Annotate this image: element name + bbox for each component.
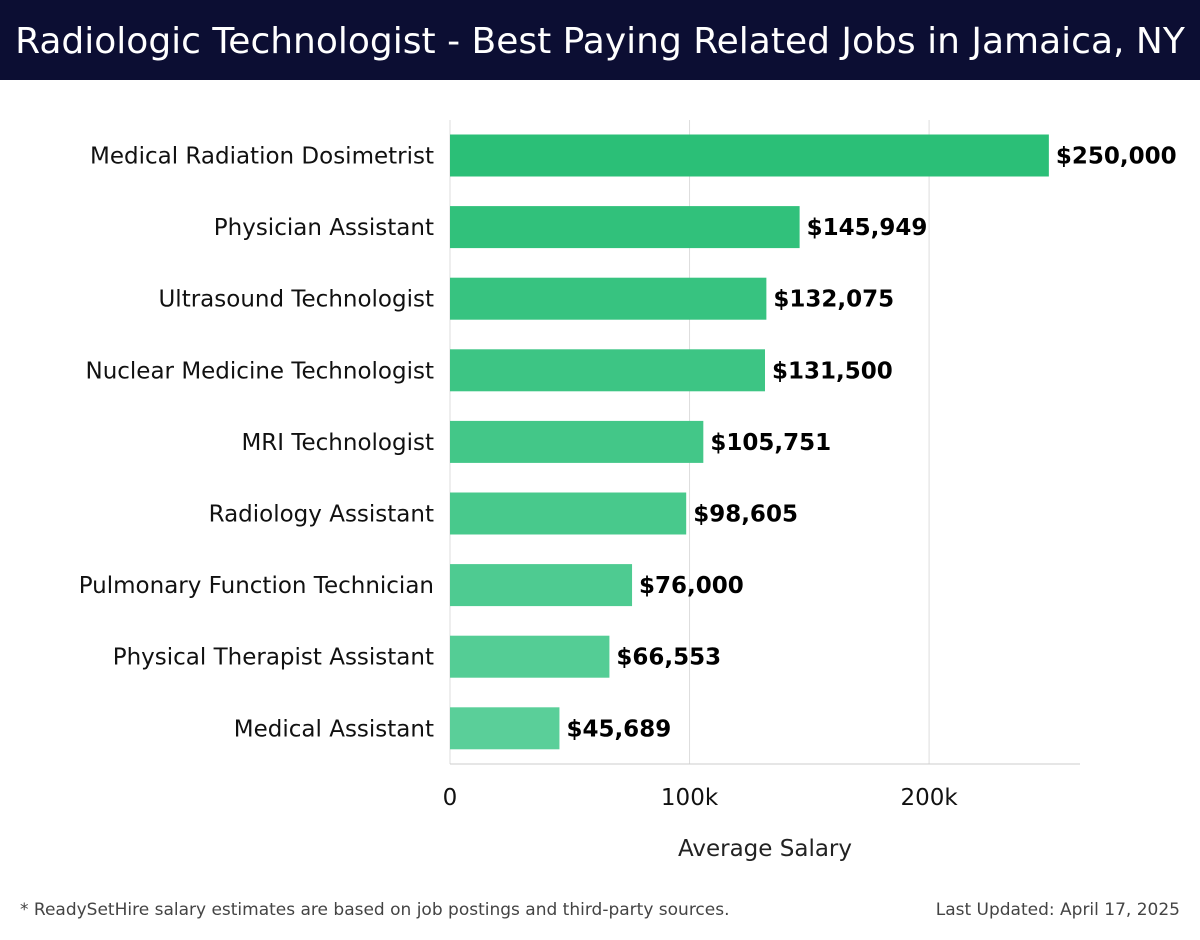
x-tick-label: 0 — [443, 785, 458, 811]
salary-bar-chart: Medical Radiation Dosimetrist $250,000 Phy… — [79, 120, 1177, 862]
bar — [450, 564, 633, 607]
chart-header: Radiologic Technologist - Best Paying Re… — [0, 0, 1200, 80]
bar — [450, 420, 704, 463]
value-label: $98,605 — [693, 502, 798, 528]
x-tick-label: 200k — [900, 785, 958, 811]
value-label: $76,000 — [639, 573, 744, 599]
category-label: Pulmonary Function Technician — [79, 573, 434, 599]
value-label: $132,075 — [773, 287, 894, 313]
bar — [450, 134, 1049, 177]
category-label: Ultrasound Technologist — [158, 287, 434, 313]
category-label: Medical Radiation Dosimetrist — [90, 144, 434, 170]
category-label: Radiology Assistant — [209, 502, 434, 528]
bar — [450, 349, 765, 392]
value-label: $145,949 — [807, 215, 928, 241]
chart-title: Radiologic Technologist - Best Paying Re… — [15, 21, 1185, 62]
bar — [450, 277, 767, 320]
category-label: Physician Assistant — [214, 215, 434, 241]
footer-note: * ReadySetHire salary estimates are base… — [20, 900, 730, 920]
category-label: Physical Therapist Assistant — [113, 645, 434, 671]
value-label: $66,553 — [616, 645, 721, 671]
value-label: $45,689 — [566, 716, 671, 742]
bar — [450, 492, 687, 535]
last-updated: Last Updated: April 17, 2025 — [935, 900, 1180, 920]
value-label: $250,000 — [1056, 144, 1177, 170]
bar — [450, 635, 610, 678]
category-label: Nuclear Medicine Technologist — [85, 358, 434, 384]
value-label: $131,500 — [772, 358, 893, 384]
bar — [450, 707, 560, 750]
value-label: $105,751 — [710, 430, 831, 456]
x-axis-title: Average Salary — [678, 836, 852, 862]
category-label: Medical Assistant — [234, 716, 434, 742]
category-label: MRI Technologist — [241, 430, 434, 456]
bar — [450, 206, 800, 249]
x-tick-label: 100k — [661, 785, 719, 811]
